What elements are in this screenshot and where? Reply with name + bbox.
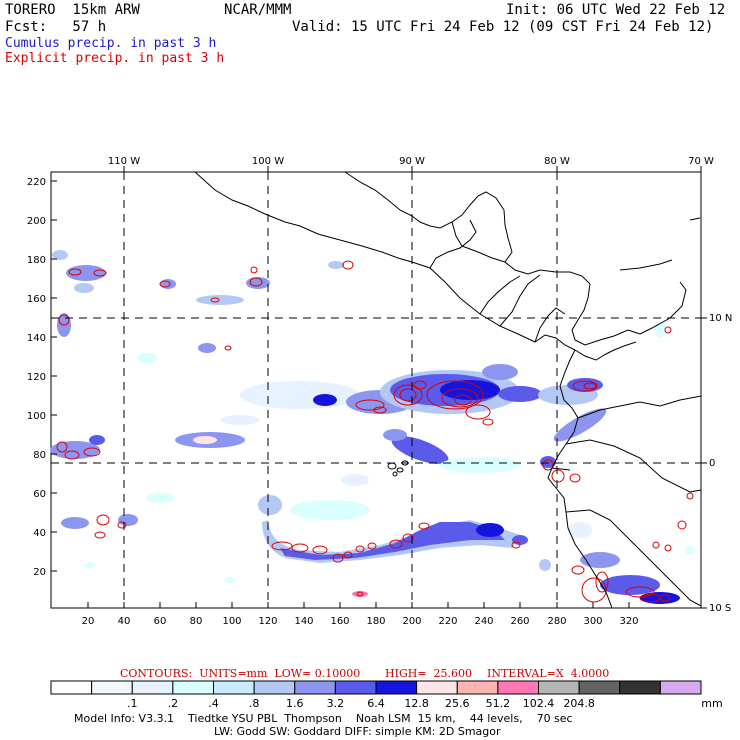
- colorbar-label: .1: [127, 697, 138, 710]
- contour-units: CONTOURS: UNITS=mm LOW= 0.10000: [120, 667, 361, 680]
- lat-label-10n: 10 N: [709, 313, 732, 324]
- physics-info: LW: Godd SW: Goddard DIFF: simple KM: 2D…: [214, 725, 501, 738]
- y-tick-label: 120: [27, 372, 46, 383]
- x-tick-label: 80: [190, 616, 203, 627]
- lat-label-10s: 10 S: [709, 603, 731, 614]
- colorbar-label: 25.6: [445, 697, 470, 710]
- init-time: Init: 06 UTC Wed 22 Feb 12: [506, 2, 726, 18]
- model-info: Model Info: V3.3.1 Tiedtke YSU PBL Thomp…: [74, 712, 573, 725]
- y-tick-label: 20: [33, 567, 46, 578]
- colorbar-swatch: [456, 680, 499, 695]
- y-tick-label: 220: [27, 177, 46, 188]
- colorbar-unit: mm: [701, 697, 723, 710]
- contour-high: HIGH= 25.600: [385, 667, 473, 680]
- x-tick-label: 100: [222, 616, 241, 627]
- colorbar-label: 3.2: [326, 697, 345, 710]
- y-tick-label: 140: [27, 333, 46, 344]
- cumulus-field-label: Cumulus precip. in past 3 h: [5, 36, 217, 51]
- x-tick-label: 200: [402, 616, 421, 627]
- lon-label-100w: 100 W: [252, 156, 284, 167]
- colorbar-label: 51.2: [485, 697, 511, 710]
- explicit-field-label: Explicit precip. in past 3 h: [5, 51, 225, 66]
- colorbar-label: 102.4: [522, 697, 555, 710]
- lon-label-110w: 110 W: [108, 156, 140, 167]
- colorbar-swatch: [294, 680, 336, 695]
- cumulus-precip-areas: [50, 250, 695, 604]
- colorbar-swatch: [253, 680, 296, 695]
- contour-interval: INTERVAL=X 4.0000: [487, 667, 610, 680]
- colorbar-label: .8: [248, 697, 260, 710]
- x-tick-label: 280: [547, 616, 566, 627]
- y-tick-label: 180: [27, 255, 46, 266]
- x-tick-label: 40: [118, 616, 131, 627]
- map-frame: [50, 171, 702, 609]
- x-tick-label: 60: [154, 616, 167, 627]
- y-tick-label: 80: [33, 450, 46, 461]
- forecast-hour: Fcst: 57 h: [5, 19, 107, 35]
- x-tick-label: 240: [474, 616, 493, 627]
- x-tick-label: 140: [294, 616, 313, 627]
- model-title: TORERO 15km ARW: [5, 2, 140, 18]
- colorbar: [50, 680, 702, 695]
- colorbar-swatch: [131, 680, 174, 695]
- lon-label-90w: 90 W: [399, 156, 425, 167]
- colorbar-swatch: [497, 680, 539, 695]
- x-tick-label: 120: [258, 616, 277, 627]
- x-axis-ticks: [87, 602, 630, 608]
- colorbar-swatch: [416, 680, 458, 695]
- colorbar-swatch: [213, 680, 255, 695]
- right-ticks: [701, 317, 707, 609]
- colorbar-swatch: [91, 680, 133, 695]
- coastlines: [194, 171, 702, 609]
- y-tick-label: 100: [27, 411, 46, 422]
- valid-time: Valid: 15 UTC Fri 24 Feb 12 (09 CST Fri …: [292, 19, 714, 35]
- colorbar-swatch: [375, 680, 418, 695]
- colorbar-label: 12.8: [404, 697, 429, 710]
- colorbar-swatch: [50, 680, 93, 695]
- x-tick-label: 220: [438, 616, 457, 627]
- x-tick-label: 160: [330, 616, 349, 627]
- y-tick-label: 40: [33, 528, 46, 539]
- colorbar-label: 1.6: [286, 697, 304, 710]
- x-tick-label: 320: [619, 616, 638, 627]
- lat-label-0: 0: [709, 458, 715, 469]
- colorbar-label: 6.4: [367, 697, 385, 710]
- colorbar-swatch: [578, 680, 621, 695]
- y-axis-ticks: [51, 180, 57, 572]
- colorbar-swatch: [172, 680, 214, 695]
- colorbar-label: .4: [208, 697, 219, 710]
- organization-label: NCAR/MMM: [224, 2, 292, 18]
- colorbar-label: 204.8: [563, 697, 595, 710]
- colorbar-swatch: [334, 680, 377, 695]
- colorbar-swatch: [538, 680, 580, 695]
- x-tick-label: 180: [366, 616, 385, 627]
- colorbar-swatch: [659, 680, 702, 695]
- y-tick-label: 200: [27, 216, 46, 227]
- x-tick-label: 300: [583, 616, 602, 627]
- y-tick-label: 160: [27, 294, 46, 305]
- explicit-precip-contours: [56, 260, 694, 603]
- x-tick-label: 260: [510, 616, 529, 627]
- x-tick-label: 20: [82, 616, 95, 627]
- lat-lon-grid: [51, 172, 701, 608]
- colorbar-label: .2: [167, 697, 179, 710]
- top-ticks: [123, 166, 702, 172]
- y-tick-label: 60: [33, 489, 46, 500]
- lon-label-70w: 70 W: [688, 156, 714, 167]
- colorbar-swatch: [619, 680, 661, 695]
- lon-label-80w: 80 W: [544, 156, 570, 167]
